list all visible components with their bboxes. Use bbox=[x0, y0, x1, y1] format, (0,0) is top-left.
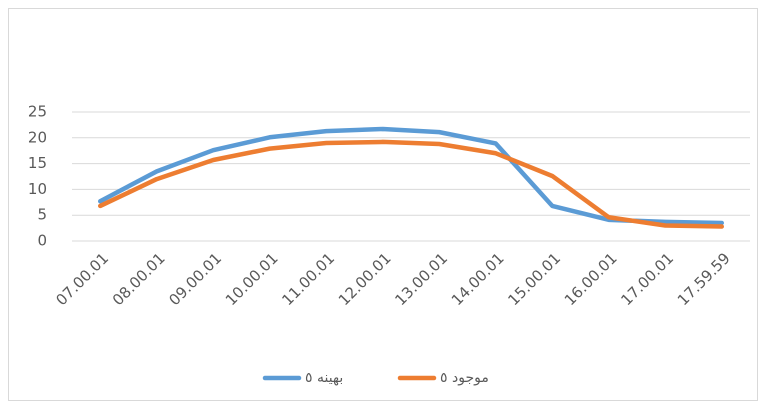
legend-label: بهینه ٥ bbox=[305, 370, 343, 386]
y-tick-label: 5 bbox=[37, 206, 47, 224]
y-tick-label: 0 bbox=[37, 232, 47, 250]
y-tick-label: 20 bbox=[28, 128, 47, 146]
y-tick-label: 10 bbox=[28, 180, 47, 198]
y-tick-label: 25 bbox=[28, 103, 47, 121]
y-tick-label: 15 bbox=[28, 154, 47, 172]
legend-label: موجود ٥ bbox=[440, 370, 489, 386]
data-line bbox=[98, 139, 724, 229]
chart-border bbox=[8, 8, 758, 401]
